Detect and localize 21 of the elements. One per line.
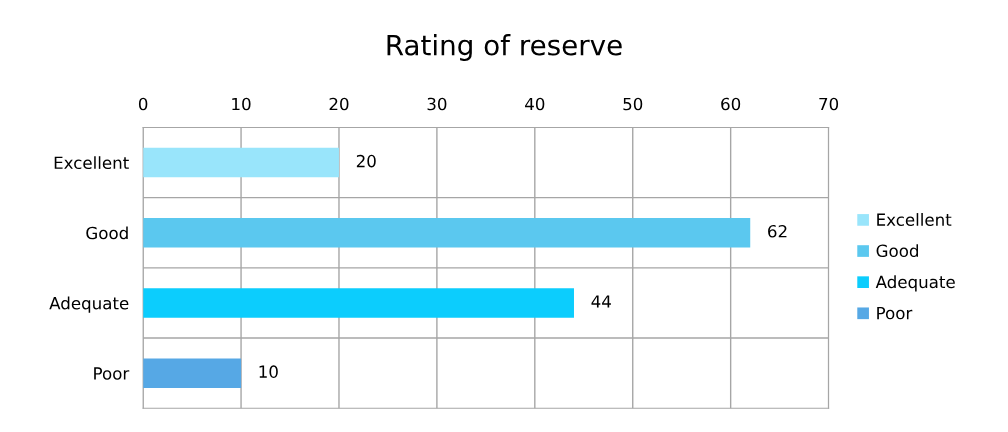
legend-label: Good [876, 244, 918, 258]
x-tick-label: 70 [819, 97, 839, 111]
x-tick-label: 20 [329, 97, 349, 111]
data-label: 62 [768, 224, 787, 238]
y-tick-label: Adequate [49, 296, 129, 313]
data-label: 44 [591, 295, 611, 308]
x-tick-label: 10 [232, 97, 251, 111]
x-tick-label: 30 [427, 97, 447, 111]
y-tick-label: Good [86, 226, 128, 240]
chart-title: Rating of reserve [387, 34, 622, 61]
legend-label: Excellent [877, 213, 952, 226]
y-tick-label: Poor [94, 367, 130, 380]
data-label: 10 [259, 365, 278, 378]
x-tick-label: 40 [525, 97, 545, 111]
y-tick-label: Excellent [54, 156, 129, 170]
legend-label: Adequate [875, 275, 955, 292]
x-tick-label: 60 [721, 97, 741, 111]
legend-label: Poor [877, 306, 913, 320]
data-label: 20 [356, 154, 376, 168]
x-tick-label: 50 [623, 97, 643, 111]
x-tick-label: 0 [138, 97, 148, 111]
